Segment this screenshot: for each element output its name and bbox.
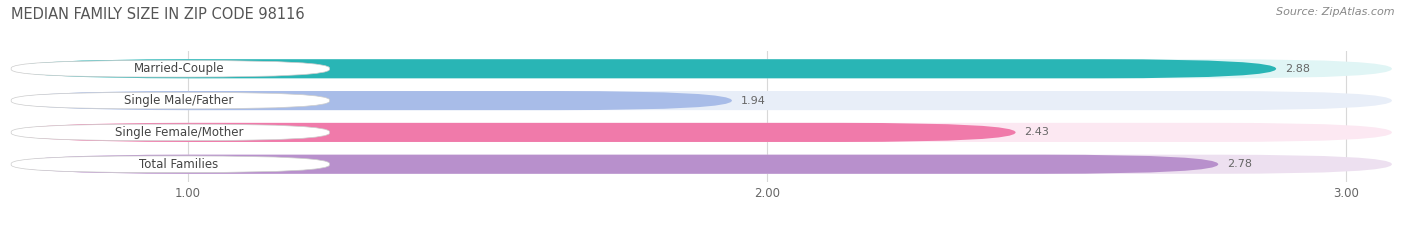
Text: Single Male/Father: Single Male/Father <box>124 94 233 107</box>
FancyBboxPatch shape <box>14 123 1015 142</box>
FancyBboxPatch shape <box>14 59 1392 78</box>
FancyBboxPatch shape <box>11 92 329 109</box>
FancyBboxPatch shape <box>11 61 329 77</box>
Text: Source: ZipAtlas.com: Source: ZipAtlas.com <box>1277 7 1395 17</box>
Text: Single Female/Mother: Single Female/Mother <box>115 126 243 139</box>
Text: 2.43: 2.43 <box>1025 127 1049 137</box>
FancyBboxPatch shape <box>14 123 1392 142</box>
Text: 2.78: 2.78 <box>1227 159 1251 169</box>
Text: 1.94: 1.94 <box>741 96 765 106</box>
FancyBboxPatch shape <box>11 124 329 141</box>
FancyBboxPatch shape <box>14 91 733 110</box>
FancyBboxPatch shape <box>14 155 1392 174</box>
FancyBboxPatch shape <box>14 155 1218 174</box>
Text: 2.88: 2.88 <box>1285 64 1310 74</box>
Text: Married-Couple: Married-Couple <box>134 62 225 75</box>
FancyBboxPatch shape <box>11 156 329 172</box>
FancyBboxPatch shape <box>14 91 1392 110</box>
Text: MEDIAN FAMILY SIZE IN ZIP CODE 98116: MEDIAN FAMILY SIZE IN ZIP CODE 98116 <box>11 7 305 22</box>
FancyBboxPatch shape <box>14 59 1277 78</box>
Text: Total Families: Total Families <box>139 158 219 171</box>
